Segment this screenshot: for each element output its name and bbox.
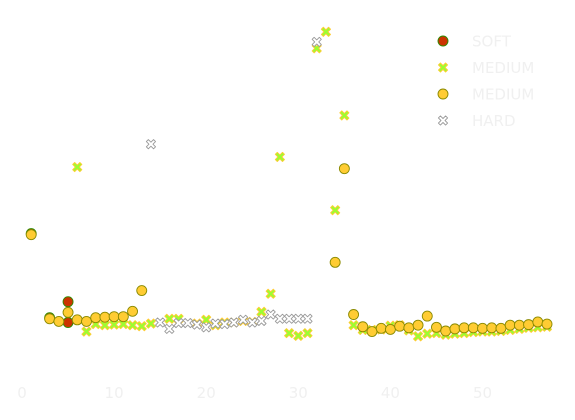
data-point (431, 322, 441, 332)
legend-entry: SOFT (438, 33, 512, 51)
data-point (45, 314, 55, 324)
data-point (468, 323, 478, 333)
data-point (91, 313, 101, 323)
data-point (248, 318, 257, 327)
legend-label: MEDIUM (472, 59, 534, 77)
data-point (294, 314, 303, 323)
data-point (331, 206, 340, 215)
legend-label: HARD (472, 112, 516, 130)
data-point (358, 322, 368, 332)
x-tick-label: 30 (289, 384, 308, 402)
data-point (496, 323, 506, 333)
data-point (413, 320, 423, 330)
data-point (137, 286, 147, 296)
data-point (303, 314, 312, 323)
data-point (450, 324, 460, 334)
data-point (202, 323, 211, 332)
legend-entry: HARD (438, 112, 515, 130)
legend-entry: MEDIUM (438, 59, 534, 77)
series-4 (146, 37, 321, 333)
x-axis-ticks: 0 10 20 30 40 50 (17, 384, 492, 402)
x-tick-label: 10 (105, 384, 124, 402)
legend-marker (438, 36, 448, 46)
data-point (285, 314, 294, 323)
data-point (63, 317, 73, 327)
legend-entry: MEDIUM (438, 86, 534, 104)
data-point (109, 312, 119, 322)
data-point (257, 307, 266, 316)
data-point (63, 307, 73, 317)
x-tick-label: 20 (197, 384, 216, 402)
data-point (330, 257, 340, 267)
x-tick-label: 0 (17, 384, 27, 402)
data-point (542, 319, 552, 329)
data-point (340, 111, 349, 120)
data-point (487, 323, 497, 333)
data-point (478, 323, 488, 333)
data-point (385, 324, 395, 334)
data-point (81, 316, 91, 326)
data-point (128, 321, 137, 330)
data-point (275, 314, 284, 323)
data-point (266, 289, 275, 298)
legend-marker (438, 89, 448, 99)
data-point (229, 318, 238, 327)
data-point (349, 321, 358, 330)
data-point (266, 310, 275, 319)
data-point (294, 331, 303, 340)
data-point (349, 310, 359, 320)
data-point (339, 164, 349, 174)
data-point (128, 306, 138, 316)
data-point (257, 316, 266, 325)
data-point (100, 312, 110, 322)
data-point (423, 329, 432, 338)
data-point (156, 318, 165, 327)
legend-marker (438, 63, 447, 72)
data-point (395, 321, 405, 331)
data-point (441, 326, 451, 336)
data-point (183, 318, 192, 327)
data-point (285, 329, 294, 338)
data-point (82, 327, 91, 336)
data-point (26, 230, 36, 240)
legend-marker (438, 116, 447, 125)
data-point (63, 297, 73, 307)
x-tick-label: 50 (473, 384, 492, 402)
data-point (118, 312, 128, 322)
data-point (413, 332, 422, 341)
data-point (367, 327, 377, 337)
data-point (165, 314, 174, 323)
data-point (72, 315, 82, 325)
data-point (422, 311, 432, 321)
data-point (321, 27, 330, 36)
data-point (376, 323, 386, 333)
data-point (165, 324, 174, 333)
data-point (54, 316, 64, 326)
data-point (73, 162, 82, 171)
data-point (146, 319, 155, 328)
data-point (275, 152, 284, 161)
data-point (146, 140, 155, 149)
data-point (505, 320, 515, 330)
legend: SOFT MEDIUM MEDIUM HARD (438, 33, 534, 131)
data-point (533, 317, 543, 327)
data-point (524, 320, 534, 330)
legend-label: SOFT (472, 33, 512, 51)
data-point (137, 322, 146, 331)
data-point (303, 329, 312, 338)
data-point (312, 37, 321, 46)
data-point (514, 320, 524, 330)
x-tick-label: 40 (381, 384, 400, 402)
data-point (404, 323, 414, 333)
series-3 (26, 164, 552, 337)
data-point (459, 323, 469, 333)
legend-label: MEDIUM (472, 86, 534, 104)
